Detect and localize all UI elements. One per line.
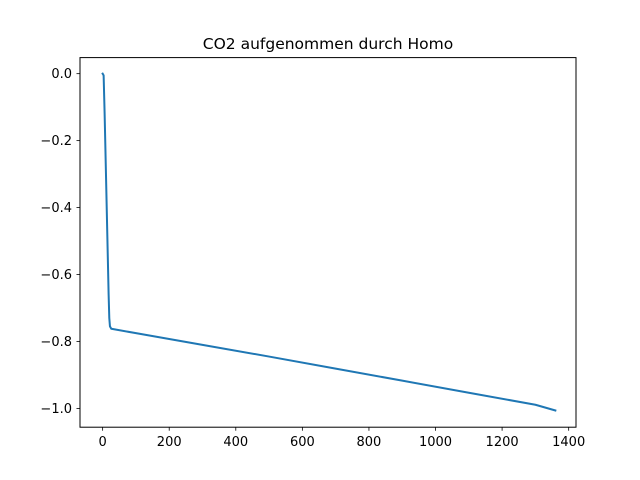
x-tick-label: 200: [157, 435, 182, 450]
x-axis: 0 200 400 600 800 1000 1200 1400: [98, 427, 585, 450]
y-tick-label: 0.0: [51, 67, 72, 82]
y-axis: 0.0 −0.2 −0.4 −0.6 −0.8 −1.0: [40, 67, 80, 417]
x-tick-label: 1400: [552, 435, 585, 450]
series-line-0: [101, 72, 557, 412]
x-tick-label: 0: [98, 435, 106, 450]
x-tick-label: 600: [290, 435, 315, 450]
x-tick-label: 400: [223, 435, 248, 450]
y-tick-label: −1.0: [40, 402, 72, 417]
x-tick-label: 800: [357, 435, 382, 450]
y-tick-label: −0.6: [40, 268, 72, 283]
y-tick-label: −0.2: [40, 134, 72, 149]
plot-layer: [101, 72, 557, 412]
y-tick-label: −0.4: [40, 201, 72, 216]
x-tick-label: 1200: [486, 435, 519, 450]
plot-area-frame: [79, 57, 577, 428]
chart-title: CO2 aufgenommen durch Homo: [203, 35, 453, 53]
x-tick-label: 1000: [419, 435, 452, 450]
y-tick-label: −0.8: [40, 335, 72, 350]
